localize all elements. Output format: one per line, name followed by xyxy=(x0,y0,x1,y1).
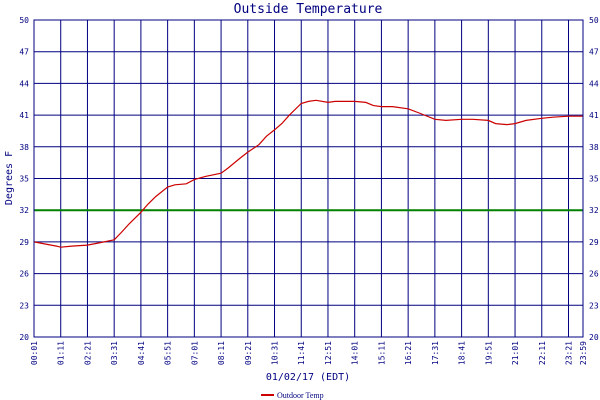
x-tick-label: 03:31 xyxy=(110,341,119,365)
y-tick-label: 26 xyxy=(19,270,29,279)
y-tick-label: 23 xyxy=(19,301,29,310)
x-tick-label: 05:51 xyxy=(164,341,173,365)
x-tick-label: 04:41 xyxy=(137,341,146,365)
plot-frame xyxy=(33,19,584,338)
x-tick-label: 11:41 xyxy=(297,341,306,365)
y-tick-label: 29 xyxy=(19,238,29,247)
y-tick-label-right: 47 xyxy=(589,48,599,57)
series-line-outdoor-temp xyxy=(33,99,583,248)
y-tick-label-right: 29 xyxy=(589,238,599,247)
x-tick-label: 21:01 xyxy=(511,341,520,365)
x-tick-label: 02:21 xyxy=(83,341,92,365)
x-tick-label: 10:31 xyxy=(271,341,280,365)
y-tick-labels-right: 20 23 26 29 32 35 38 41 44 47 50 xyxy=(589,16,599,342)
x-tick-label: 23:21 xyxy=(564,341,573,365)
y-tick-label-right: 26 xyxy=(589,270,599,279)
x-tick-label: 00:01 xyxy=(30,341,39,365)
x-tick-label: 01:11 xyxy=(57,341,66,365)
y-tick-label: 38 xyxy=(19,143,29,152)
x-tick-label: 16:21 xyxy=(404,341,413,365)
y-tick-label: 35 xyxy=(19,175,29,184)
chart-title: Outside Temperature xyxy=(234,2,383,17)
x-tick-label: 19:51 xyxy=(484,341,493,365)
x-axis-title: 01/02/17 (EDT) xyxy=(266,372,350,383)
legend: Outdoor Temp xyxy=(261,391,324,400)
legend-label-outdoor-temp: Outdoor Temp xyxy=(277,391,324,400)
y-tick-label-right: 38 xyxy=(589,143,599,152)
y-tick-label: 44 xyxy=(19,79,29,88)
y-tick-label-right: 23 xyxy=(589,301,599,310)
x-tick-label: 22:11 xyxy=(538,341,547,365)
series-layer xyxy=(33,99,583,248)
y-tick-label: 50 xyxy=(19,16,29,25)
y-axis-title: Degrees F xyxy=(4,151,15,205)
y-tick-label-right: 41 xyxy=(589,111,599,120)
x-tick-label: 14:01 xyxy=(351,341,360,365)
y-tick-label: 47 xyxy=(19,48,29,57)
x-tick-label: 17:31 xyxy=(431,341,440,365)
y-tick-label: 32 xyxy=(19,206,29,215)
y-tick-label-right: 44 xyxy=(589,79,599,88)
x-tick-label: 08:11 xyxy=(217,341,226,365)
y-tick-label-right: 20 xyxy=(589,333,599,342)
x-tick-label: 23:59 xyxy=(579,341,588,365)
y-tick-label-right: 35 xyxy=(589,175,599,184)
y-tick-labels-left: 20 23 26 29 32 35 38 41 44 47 50 xyxy=(19,16,29,342)
x-tick-labels: 00:01 01:11 02:21 03:31 04:41 05:51 07:01 08:11… xyxy=(30,341,588,365)
x-tick-label: 15:11 xyxy=(377,341,386,365)
x-tick-label: 12:51 xyxy=(324,341,333,365)
y-tick-label: 20 xyxy=(19,333,29,342)
y-tick-label-right: 32 xyxy=(589,206,599,215)
x-tick-label: 07:01 xyxy=(190,341,199,365)
y-tick-label: 41 xyxy=(19,111,29,120)
y-tick-label-right: 50 xyxy=(589,16,599,25)
x-tick-label: 09:21 xyxy=(244,341,253,365)
x-tick-label: 18:41 xyxy=(458,341,467,365)
